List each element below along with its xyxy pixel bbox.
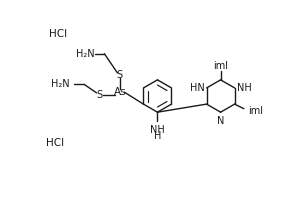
Text: HCl: HCl	[49, 29, 67, 39]
Text: iml: iml	[248, 106, 263, 116]
Text: iml: iml	[213, 61, 228, 71]
Text: HN: HN	[190, 83, 204, 93]
Text: S: S	[117, 70, 123, 80]
Text: NH: NH	[237, 83, 252, 93]
Text: As: As	[113, 87, 126, 97]
Text: H₂N: H₂N	[76, 49, 94, 59]
Text: HCl: HCl	[46, 138, 64, 148]
Text: H₂N: H₂N	[51, 79, 70, 89]
Text: H: H	[154, 131, 161, 141]
Text: N: N	[217, 116, 224, 126]
Text: NH: NH	[150, 125, 165, 135]
Text: S: S	[97, 90, 103, 100]
